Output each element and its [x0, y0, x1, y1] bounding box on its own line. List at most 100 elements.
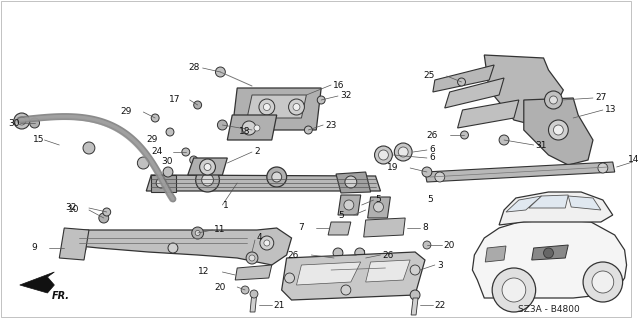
Circle shape [410, 265, 420, 275]
Text: SZ3A - B4800: SZ3A - B4800 [518, 306, 579, 315]
Circle shape [195, 231, 200, 235]
Circle shape [333, 248, 343, 258]
Text: 7: 7 [299, 224, 305, 233]
Text: 30: 30 [8, 118, 19, 128]
Circle shape [550, 96, 557, 104]
Polygon shape [227, 115, 276, 140]
Circle shape [168, 243, 178, 253]
Circle shape [163, 167, 173, 177]
Circle shape [583, 262, 623, 302]
Text: 22: 22 [435, 300, 446, 309]
Text: 26: 26 [383, 250, 394, 259]
Polygon shape [338, 195, 361, 215]
Text: 21: 21 [274, 300, 285, 309]
Text: 32: 32 [66, 204, 77, 212]
Circle shape [267, 167, 287, 187]
Circle shape [182, 148, 189, 156]
Circle shape [260, 236, 274, 250]
Text: 1: 1 [223, 202, 229, 211]
Text: 3: 3 [437, 261, 443, 270]
Text: 17: 17 [170, 95, 181, 105]
Text: 12: 12 [198, 268, 209, 277]
Circle shape [241, 286, 249, 294]
Polygon shape [484, 55, 563, 125]
Circle shape [254, 125, 260, 131]
Text: 5: 5 [427, 196, 433, 204]
Text: 14: 14 [628, 155, 639, 165]
Circle shape [242, 121, 256, 135]
Circle shape [192, 227, 204, 239]
Circle shape [374, 146, 392, 164]
Circle shape [345, 176, 356, 188]
Polygon shape [568, 196, 601, 210]
Circle shape [502, 278, 526, 302]
Circle shape [499, 135, 509, 145]
Circle shape [554, 125, 563, 135]
Text: 2: 2 [254, 147, 260, 157]
Text: 26: 26 [287, 250, 298, 259]
Circle shape [166, 128, 174, 136]
Text: 29: 29 [120, 108, 131, 116]
Text: 28: 28 [188, 63, 200, 72]
Circle shape [72, 241, 86, 255]
Text: 9: 9 [32, 243, 38, 253]
Polygon shape [328, 222, 351, 235]
Circle shape [200, 159, 216, 175]
Circle shape [218, 120, 227, 130]
Polygon shape [499, 192, 612, 225]
Circle shape [293, 103, 300, 110]
Polygon shape [20, 272, 54, 293]
Text: 29: 29 [147, 136, 158, 145]
Polygon shape [236, 265, 272, 280]
Text: 5: 5 [376, 196, 381, 204]
Polygon shape [485, 246, 506, 262]
Circle shape [189, 156, 198, 164]
Circle shape [545, 91, 563, 109]
Polygon shape [425, 162, 614, 182]
Polygon shape [524, 98, 593, 165]
Circle shape [272, 172, 282, 182]
Circle shape [83, 142, 95, 154]
Circle shape [422, 167, 432, 177]
Circle shape [194, 101, 202, 109]
Circle shape [216, 67, 225, 77]
Text: 30: 30 [161, 158, 173, 167]
Circle shape [461, 131, 468, 139]
Polygon shape [445, 78, 504, 108]
Text: 13: 13 [605, 106, 616, 115]
Polygon shape [529, 195, 568, 208]
Polygon shape [506, 196, 541, 212]
Circle shape [103, 208, 111, 216]
Polygon shape [247, 95, 307, 118]
Text: 8: 8 [422, 224, 428, 233]
Circle shape [204, 164, 211, 170]
Circle shape [543, 248, 554, 258]
Circle shape [156, 178, 166, 188]
Polygon shape [411, 298, 418, 315]
Text: FR.: FR. [51, 291, 69, 301]
Text: 15: 15 [33, 136, 44, 145]
Polygon shape [365, 260, 410, 282]
Circle shape [423, 241, 431, 249]
Circle shape [458, 78, 465, 86]
Polygon shape [60, 228, 89, 260]
Circle shape [344, 200, 354, 210]
Text: 31: 31 [536, 140, 547, 150]
Circle shape [246, 252, 258, 264]
Text: 5: 5 [338, 211, 344, 220]
Polygon shape [532, 245, 568, 260]
Polygon shape [367, 197, 390, 218]
Circle shape [341, 285, 351, 295]
Polygon shape [188, 158, 227, 175]
Text: 24: 24 [152, 147, 163, 157]
Circle shape [151, 114, 159, 122]
Polygon shape [232, 88, 321, 130]
Polygon shape [472, 220, 627, 298]
Circle shape [548, 120, 568, 140]
Circle shape [250, 290, 258, 298]
Circle shape [29, 118, 40, 128]
Polygon shape [356, 250, 364, 295]
Polygon shape [433, 65, 494, 92]
Text: 20: 20 [214, 283, 225, 292]
Circle shape [289, 99, 305, 115]
